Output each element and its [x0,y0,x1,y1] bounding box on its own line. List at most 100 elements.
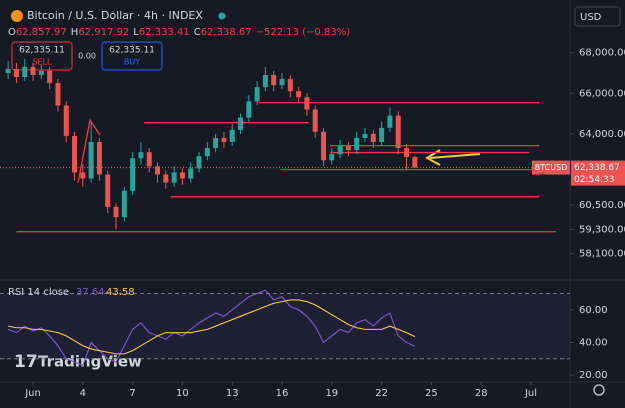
y-tick-label: 66,000.00 [579,88,625,99]
currency: USD [580,12,602,23]
candle-body [337,146,343,155]
candle-body [329,154,335,161]
arrow-shaft [429,153,481,159]
candle-body [213,137,219,149]
ohlc-value: 62,338.67 [201,27,252,38]
symbol-tag: BTCUSD [535,163,568,172]
candle-body [354,137,360,151]
x-tick-label: 10 [176,388,189,399]
change: −522.13 (−0.83%) [256,27,351,38]
y-tick-label: 64,000.00 [579,129,625,140]
candle-body [63,105,69,136]
candle-body [271,74,277,86]
candle-body [387,115,393,128]
rsi-line [7,289,416,367]
y-tick-label: 59,300.00 [579,224,625,235]
sell-label: SELL [32,58,52,67]
sell-price: 62,335.11 [19,46,65,56]
legend-value: 37.64 [76,287,105,298]
candle-body [304,97,310,110]
candle-body [262,74,268,88]
y-tick-label: 68,000.00 [579,48,625,59]
rsi-line [8,299,416,355]
candle-body [13,68,19,78]
candle-body [204,148,210,157]
sell-button[interactable]: 62,335.11 SELL [11,41,73,71]
candle-body [113,206,119,218]
y-tick-label: 60.00 [579,305,608,316]
bitcoin-icon [11,10,23,22]
legend-value: 43.58 [106,287,135,298]
candle-body [246,101,252,118]
x-tick-label: 4 [80,388,86,399]
brand-logo: 17 [14,352,38,372]
brand: 17 TradingView [14,352,142,372]
candle-body [362,133,368,138]
buy-box [101,41,163,71]
x-tick-label: Jul [524,388,537,399]
symbol-title[interactable]: Bitcoin / U.S. Dollar · 4h · INDEX [27,9,203,22]
candle-body [130,158,136,191]
x-tick-label: 22 [375,388,388,399]
candle-body [22,66,28,78]
ohlc-key: L [133,27,139,38]
ohlc-legend: O62,857.97 H62,917.92 L62,333.41 C62,338.67… [8,27,350,38]
candle-body [279,79,285,86]
candle-body [38,70,44,75]
x-tick-label: 13 [226,388,239,399]
ohlc-value: 62,917.92 [78,27,129,38]
candle-body [395,115,401,149]
buy-price: 62,335.11 [109,46,155,56]
ohlc-key: C [194,27,201,38]
pane-title: RSI 14 close [8,287,69,298]
candle-body [146,152,152,167]
candle-body [412,157,418,168]
candle-body [296,91,302,98]
ohlc-value: 62,857.97 [16,27,67,38]
candle-body [179,172,185,179]
candle-body [254,87,260,102]
candle-body [196,156,202,169]
buy-button[interactable]: 62,335.11 BUY [101,41,163,71]
symbol-tag-box [532,160,570,175]
candle-body [312,109,318,132]
candle-body [96,141,102,175]
x-tick-label: 7 [129,388,135,399]
settings-icon[interactable] [593,384,605,396]
y-tick-label: 40.00 [579,337,608,348]
candle-body [404,148,409,158]
spread: 0.00 [78,52,96,61]
x-tick-label: 28 [475,388,488,399]
candle-body [379,127,385,142]
candle-body [5,68,11,73]
market-status [218,12,226,20]
brand-name: TradingView [38,353,142,371]
candle-body [345,146,351,151]
y-tick-label: 20.00 [579,370,608,381]
countdown: 02:54:33 [574,175,614,185]
candle-body [188,168,194,179]
x-tick-label: 19 [325,388,338,399]
sell-box [11,41,73,71]
zigzag-drawing [77,118,101,184]
candle-body [287,79,293,92]
candle-body [171,172,177,183]
ohlc-key: H [71,27,79,38]
candle-body [138,152,144,159]
candle-body [47,70,53,84]
candle-body [55,83,61,106]
candle-body [321,131,326,161]
candle-body [72,135,78,173]
y-tick-label: 58,100.00 [579,249,625,260]
price-tag: 62,338.67 [574,163,620,173]
candle-body [105,174,111,207]
currency-box[interactable] [574,6,621,27]
candle-body [155,166,161,175]
rsi-band [0,293,570,359]
ohlc-value: 62,333.41 [139,27,190,38]
ohlc-key: O [8,27,16,38]
candle-body [238,117,244,130]
candle-body [370,133,376,142]
